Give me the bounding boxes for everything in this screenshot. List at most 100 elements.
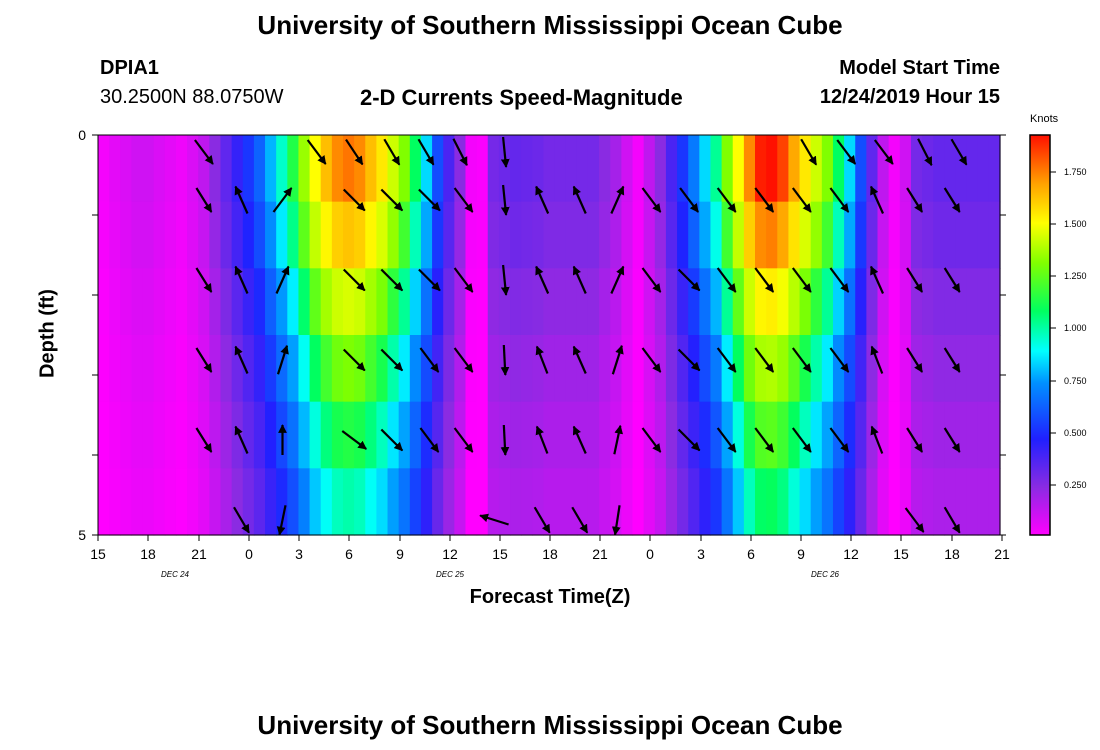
heatmap-cell <box>398 135 411 203</box>
heatmap-cell <box>888 135 901 203</box>
x-tick-label: 0 <box>245 546 253 562</box>
current-arrow <box>234 185 249 214</box>
heatmap-cell <box>621 468 634 536</box>
heatmap-cell <box>109 335 121 403</box>
colorbar-tick-label: 1.250 <box>1064 271 1087 281</box>
heatmap-cell <box>844 401 856 469</box>
current-arrow <box>195 427 213 453</box>
current-arrow <box>572 185 587 214</box>
heatmap-cell <box>933 335 945 403</box>
heatmap-cell <box>665 135 678 203</box>
heatmap-cell <box>821 335 834 403</box>
x-tick-label: 6 <box>345 546 353 562</box>
heatmap-cell <box>699 468 712 536</box>
x-tick-label: 18 <box>542 546 558 562</box>
heatmap-cell <box>565 401 578 469</box>
heatmap-cell <box>766 201 778 269</box>
heatmap-cell <box>688 135 700 203</box>
current-arrow <box>383 138 401 166</box>
heatmap-cell <box>610 135 622 203</box>
heatmap-cell <box>988 468 1001 536</box>
heatmap-cell <box>866 268 879 336</box>
heatmap-cell <box>944 468 957 536</box>
heatmap-cell <box>287 268 300 336</box>
heatmap-cell <box>365 201 377 269</box>
heatmap-cell <box>354 135 366 203</box>
heatmap-cell <box>810 401 823 469</box>
heatmap-cell <box>209 335 222 403</box>
heatmap-cell <box>755 135 767 203</box>
heatmap-cell <box>309 335 322 403</box>
heatmap-cell <box>120 468 133 536</box>
heatmap-cell <box>454 468 467 536</box>
heatmap-cell <box>599 135 611 203</box>
heatmap-cell <box>309 468 322 536</box>
heatmap-cell <box>944 201 957 269</box>
current-arrow <box>453 267 474 293</box>
heatmap-cell <box>198 201 210 269</box>
current-arrow <box>500 184 510 216</box>
heatmap-cell <box>443 135 455 203</box>
heatmap-cell <box>231 401 244 469</box>
heatmap-cell <box>287 401 300 469</box>
heatmap-cell <box>710 201 723 269</box>
heatmap-cell <box>599 401 611 469</box>
heatmap-cell <box>688 201 700 269</box>
current-arrow <box>791 267 812 293</box>
heatmap-cell <box>309 268 322 336</box>
heatmap-cell <box>409 468 422 536</box>
current-arrow <box>641 427 662 453</box>
heatmap-cell <box>309 135 322 203</box>
heatmap-cell <box>966 468 979 536</box>
current-arrow <box>306 139 327 165</box>
heatmap-cell <box>387 468 400 536</box>
heatmap-cell <box>988 335 1001 403</box>
heatmap-cell <box>131 201 144 269</box>
heatmap-cell <box>175 135 188 203</box>
heatmap-cell <box>432 201 444 269</box>
heatmap-cell <box>866 468 879 536</box>
heatmap-cell <box>699 268 712 336</box>
current-arrow <box>479 513 509 526</box>
heatmap-cell <box>665 401 678 469</box>
heatmap-cell <box>799 268 812 336</box>
heatmap-cell <box>521 335 533 403</box>
heatmap-cell <box>755 335 767 403</box>
heatmap-cell <box>554 135 567 203</box>
current-arrow <box>234 265 249 294</box>
heatmap-cell <box>565 468 578 536</box>
heatmap-cell <box>487 468 500 536</box>
heatmap-cell <box>365 268 377 336</box>
heatmap-cell <box>799 401 812 469</box>
heatmap-cell <box>242 468 255 536</box>
heatmap-cell <box>788 201 801 269</box>
y-tick-label: 5 <box>78 527 86 543</box>
heatmap-cell <box>888 268 901 336</box>
heatmap-cell <box>398 201 411 269</box>
heatmap-cell <box>832 201 845 269</box>
heatmap-cell <box>109 268 121 336</box>
heatmap-cell <box>331 335 344 403</box>
current-arrow <box>195 267 213 293</box>
heatmap-cell <box>977 468 990 536</box>
heatmap-cell <box>298 335 311 403</box>
heatmap-cell <box>732 268 745 336</box>
heatmap-cell <box>565 335 578 403</box>
heatmap-cell <box>387 268 400 336</box>
heatmap-cell <box>710 135 723 203</box>
heatmap-cell <box>910 401 923 469</box>
heatmap-cell <box>510 468 522 536</box>
heatmap-cell <box>855 268 867 336</box>
current-arrow <box>754 187 775 213</box>
heatmap-cell <box>955 401 968 469</box>
model-start-label: Model Start Time <box>839 57 1000 79</box>
current-arrow <box>535 185 550 214</box>
heatmap-cell <box>732 468 745 536</box>
heatmap-cell <box>487 135 500 203</box>
heatmap-cell <box>643 335 656 403</box>
heatmap-cell <box>253 335 266 403</box>
heatmap-cell <box>677 335 689 403</box>
heatmap-cell <box>443 268 455 336</box>
heatmap-cell <box>677 201 689 269</box>
heatmap-cell <box>955 468 968 536</box>
